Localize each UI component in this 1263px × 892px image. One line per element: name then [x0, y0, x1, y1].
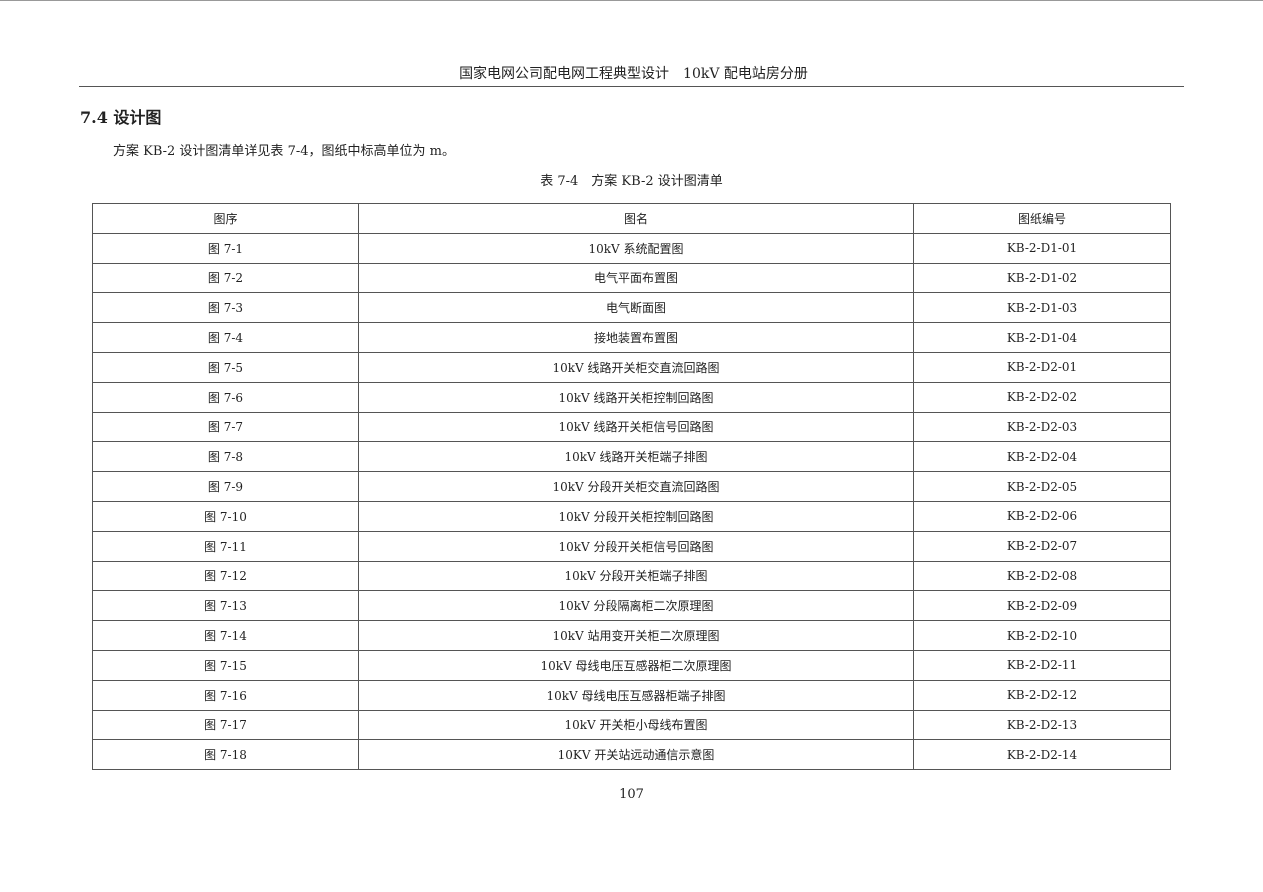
figure-name-cell: 10kV 线路开关柜交直流回路图 [358, 351, 914, 383]
column-header: 图纸编号 [913, 203, 1171, 234]
page-top-border [0, 0, 1263, 1]
figure-name-cell: 10kV 母线电压互感器柜端子排图 [358, 679, 914, 711]
figure-name-cell: 10kV 分段开关柜信号回路图 [358, 530, 914, 562]
figure-name-cell: 电气断面图 [358, 292, 914, 324]
table-row: 图 7-1 10kV 系统配置图 KB-2-D1-01 [92, 232, 1171, 264]
figure-number-cell: 图 7-10 [92, 500, 359, 532]
column-header: 图序 [92, 203, 359, 234]
figure-name-cell: 10kV 线路开关柜控制回路图 [358, 381, 914, 413]
table-caption: 表 7-4 方案 KB-2 设计图清单 [540, 174, 723, 189]
figure-number-cell: 图 7-14 [92, 620, 359, 651]
table-row: 图 7-6 10kV 线路开关柜控制回路图 KB-2-D2-02 [92, 381, 1171, 413]
drawing-code-cell: KB-2-D2-05 [913, 471, 1171, 502]
drawing-code-cell: KB-2-D2-01 [913, 351, 1171, 383]
figure-name-cell: 10kV 分段开关柜控制回路图 [358, 500, 914, 532]
drawing-code-cell: KB-2-D2-12 [913, 679, 1171, 711]
table-row: 图 7-15 10kV 母线电压互感器柜二次原理图 KB-2-D2-11 [92, 649, 1171, 681]
drawing-code-cell: KB-2-D1-01 [913, 232, 1171, 264]
drawing-code-cell: KB-2-D2-02 [913, 381, 1171, 413]
body-paragraph: 方案 KB-2 设计图清单详见表 7-4，图纸中标高单位为 m。 [113, 144, 455, 159]
table-row: 图 7-13 10kV 分段隔离柜二次原理图 KB-2-D2-09 [92, 590, 1171, 622]
table-row: 图 7-12 10kV 分段开关柜端子排图 KB-2-D2-08 [92, 560, 1171, 592]
drawing-code-cell: KB-2-D2-08 [913, 560, 1171, 592]
figure-number-cell: 图 7-3 [92, 292, 359, 324]
table-row: 图 7-4 接地装置布置图 KB-2-D1-04 [92, 322, 1171, 353]
drawing-code-cell: KB-2-D2-07 [913, 530, 1171, 562]
drawing-code-cell: KB-2-D2-06 [913, 500, 1171, 532]
drawing-code-cell: KB-2-D2-10 [913, 620, 1171, 651]
page-number: 107 [619, 787, 644, 802]
section-title: 7.4 设计图 [80, 108, 162, 127]
drawing-code-cell: KB-2-D2-09 [913, 590, 1171, 622]
running-header: 国家电网公司配电网工程典型设计 10kV 配电站房分册 [79, 64, 1184, 87]
table-row: 图 7-3 电气断面图 KB-2-D1-03 [92, 292, 1171, 324]
drawing-code-cell: KB-2-D2-14 [913, 739, 1171, 771]
figure-number-cell: 图 7-5 [92, 351, 359, 383]
table-row: 图 7-16 10kV 母线电压互感器柜端子排图 KB-2-D2-12 [92, 679, 1171, 711]
figure-name-cell: 10kV 系统配置图 [358, 232, 914, 264]
table-row: 图 7-17 10kV 开关柜小母线布置图 KB-2-D2-13 [92, 709, 1171, 741]
figure-name-cell: 10kV 母线电压互感器柜二次原理图 [358, 649, 914, 681]
figure-number-cell: 图 7-6 [92, 381, 359, 413]
table-row: 图 7-7 10kV 线路开关柜信号回路图 KB-2-D2-03 [92, 411, 1171, 443]
column-header: 图名 [358, 203, 914, 234]
figure-name-cell: 10kV 分段开关柜交直流回路图 [358, 471, 914, 502]
figure-name-cell: 10kV 线路开关柜端子排图 [358, 441, 914, 473]
figure-name-cell: 接地装置布置图 [358, 322, 914, 353]
figure-number-cell: 图 7-8 [92, 441, 359, 473]
figure-number-cell: 图 7-7 [92, 411, 359, 443]
table-row: 图 7-8 10kV 线路开关柜端子排图 KB-2-D2-04 [92, 441, 1171, 473]
figure-number-cell: 图 7-16 [92, 679, 359, 711]
drawing-code-cell: KB-2-D1-04 [913, 322, 1171, 353]
figure-number-cell: 图 7-15 [92, 649, 359, 681]
figure-number-cell: 图 7-4 [92, 322, 359, 353]
figure-name-cell: 10kV 分段隔离柜二次原理图 [358, 590, 914, 622]
figure-number-cell: 图 7-18 [92, 739, 359, 771]
drawing-code-cell: KB-2-D2-13 [913, 709, 1171, 741]
figure-number-cell: 图 7-9 [92, 471, 359, 502]
figure-name-cell: 10KV 开关站远动通信示意图 [358, 739, 914, 771]
figure-number-cell: 图 7-13 [92, 590, 359, 622]
drawing-code-cell: KB-2-D2-11 [913, 649, 1171, 681]
table-row: 图 7-11 10kV 分段开关柜信号回路图 KB-2-D2-07 [92, 530, 1171, 562]
table-header-row: 图序 图名 图纸编号 [92, 203, 1171, 234]
figure-number-cell: 图 7-17 [92, 709, 359, 741]
drawing-code-cell: KB-2-D2-03 [913, 411, 1171, 443]
drawing-list-table: 图序 图名 图纸编号 图 7-1 10kV 系统配置图 KB-2-D1-01 图 7-… [92, 203, 1171, 771]
header-text: 国家电网公司配电网工程典型设计 10kV 配电站房分册 [459, 66, 808, 82]
drawing-code-cell: KB-2-D1-03 [913, 292, 1171, 324]
figure-name-cell: 10kV 线路开关柜信号回路图 [358, 411, 914, 443]
figure-name-cell: 10kV 分段开关柜端子排图 [358, 560, 914, 592]
table-row: 图 7-2 电气平面布置图 KB-2-D1-02 [92, 262, 1171, 294]
table-row: 图 7-9 10kV 分段开关柜交直流回路图 KB-2-D2-05 [92, 471, 1171, 502]
figure-number-cell: 图 7-1 [92, 232, 359, 264]
figure-name-cell: 电气平面布置图 [358, 262, 914, 294]
table-row: 图 7-10 10kV 分段开关柜控制回路图 KB-2-D2-06 [92, 500, 1171, 532]
table-row: 图 7-14 10kV 站用变开关柜二次原理图 KB-2-D2-10 [92, 620, 1171, 651]
drawing-code-cell: KB-2-D2-04 [913, 441, 1171, 473]
figure-name-cell: 10kV 站用变开关柜二次原理图 [358, 620, 914, 651]
figure-number-cell: 图 7-2 [92, 262, 359, 294]
figure-name-cell: 10kV 开关柜小母线布置图 [358, 709, 914, 741]
table-row: 图 7-5 10kV 线路开关柜交直流回路图 KB-2-D2-01 [92, 351, 1171, 383]
figure-number-cell: 图 7-11 [92, 530, 359, 562]
drawing-code-cell: KB-2-D1-02 [913, 262, 1171, 294]
figure-number-cell: 图 7-12 [92, 560, 359, 592]
table-row: 图 7-18 10KV 开关站远动通信示意图 KB-2-D2-14 [92, 739, 1171, 771]
